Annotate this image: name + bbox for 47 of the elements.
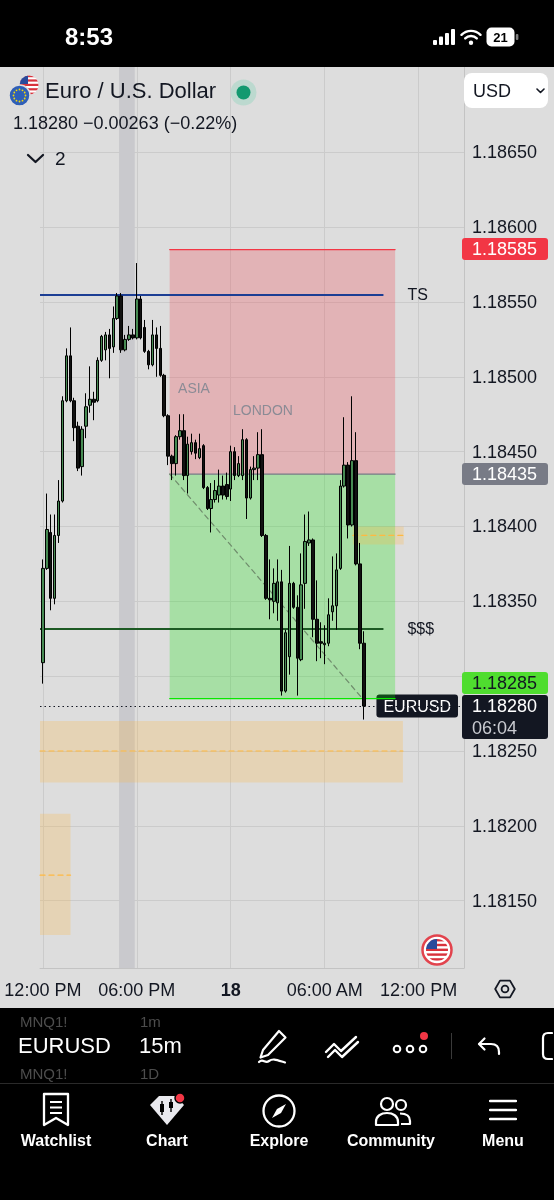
- ref-line-label: EURUSD: [383, 697, 451, 715]
- text: 1m: [140, 1012, 161, 1030]
- text: 1.18280 −0.00263 (−0.22%): [13, 113, 238, 133]
- text: MNQ1!: [20, 1064, 68, 1082]
- annotation: LONDON: [233, 402, 293, 418]
- text: USD: [473, 81, 512, 101]
- y-tick-label: 1.18350: [472, 591, 538, 612]
- candlestick: [229, 445, 232, 502]
- text: Watchlist: [20, 1132, 92, 1149]
- y-tick-label: 1.18250: [472, 740, 538, 761]
- text: MNQ1!: [20, 1012, 68, 1030]
- text: Explore: [249, 1132, 309, 1149]
- candlestick: [209, 482, 213, 533]
- annotation: ASIA: [178, 380, 210, 396]
- text: Chart: [146, 1132, 188, 1149]
- text: 1.18435: [472, 463, 539, 485]
- ref-line-label: $$$: [407, 619, 435, 637]
- text: 1.18285: [472, 672, 539, 694]
- y-tick-label: 1.18500: [472, 366, 538, 387]
- text: 1.18585: [472, 238, 539, 260]
- y-tick-label: 1.18400: [472, 516, 538, 537]
- text: 1D: [140, 1064, 160, 1082]
- text: 21: [493, 30, 508, 45]
- y-tick-label: 1.18600: [472, 217, 538, 238]
- x-tick-label: 18: [220, 980, 241, 1000]
- x-tick-label: 06:00 PM: [98, 980, 176, 1000]
- ref-line-label: TS: [407, 285, 428, 303]
- candlestick: [335, 552, 338, 631]
- candlestick: [217, 469, 221, 504]
- y-tick-label: 1.18150: [472, 890, 538, 911]
- y-tick-label: 1.18450: [472, 441, 538, 462]
- y-tick-label: 1.18200: [472, 815, 538, 836]
- text: 8:53: [65, 23, 114, 50]
- y-tick-label: 1.18550: [472, 291, 538, 312]
- text: Euro / U.S. Dollar: [45, 77, 217, 103]
- text: 1.18280 06:04: [472, 695, 539, 739]
- text: EURUSD: [18, 1033, 111, 1058]
- y-tick-label: 1.18650: [472, 142, 538, 163]
- x-tick-label: 06:00 AM: [286, 980, 363, 1000]
- text: Community: [347, 1132, 435, 1149]
- annotation: 2: [55, 147, 66, 169]
- text: 15m: [139, 1033, 182, 1058]
- text: Menu: [482, 1132, 524, 1149]
- candlestick: [119, 292, 123, 354]
- x-tick-label: 12:00 PM: [4, 980, 82, 1000]
- candlestick: [135, 262, 139, 340]
- x-tick-label: 12:00 PM: [380, 980, 458, 1000]
